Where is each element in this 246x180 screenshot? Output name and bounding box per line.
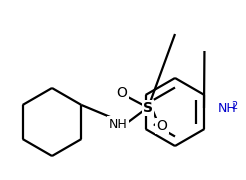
Text: 2: 2	[231, 101, 237, 111]
Text: NH: NH	[218, 102, 237, 114]
Text: NH: NH	[109, 118, 127, 130]
Text: O: O	[156, 119, 168, 133]
Text: S: S	[143, 101, 153, 115]
Text: O: O	[117, 86, 127, 100]
